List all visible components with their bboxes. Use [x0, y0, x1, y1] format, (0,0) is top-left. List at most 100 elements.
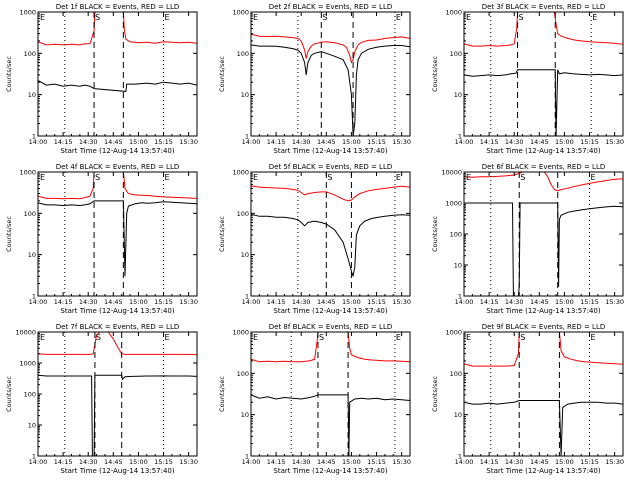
lld-series-line — [38, 172, 197, 200]
panel-title: Det 1f BLACK = Events, RED = LLD — [56, 3, 179, 11]
x-tick-label: 14:30 — [292, 458, 311, 466]
x-tick-label: 15:15 — [580, 138, 599, 146]
x-tick-label: 14:30 — [505, 138, 524, 146]
x-tick-label: 14:45 — [530, 138, 549, 146]
event-marker-label: E — [466, 173, 471, 182]
events-series-line — [38, 200, 197, 277]
plot-frame — [37, 331, 198, 457]
plot-frame — [250, 11, 411, 137]
x-tick-label: 15:30 — [179, 458, 198, 466]
x-tick-label: 15:30 — [392, 138, 411, 146]
x-axis-label: Start Time (12-Aug-14 13:57:40) — [60, 307, 174, 315]
lld-series-line — [38, 332, 197, 356]
y-tick-label: 10000 — [15, 329, 36, 337]
series-group — [464, 332, 623, 456]
y-tick-label: 1000 — [19, 169, 36, 177]
detector-chart-2: Det 2f BLACK = Events, RED = LLD 14:00 14:… — [218, 3, 411, 155]
x-tick-label: 14:15 — [480, 138, 499, 146]
plot-frame — [463, 11, 624, 137]
events-series-line — [251, 44, 410, 136]
detector-chart-3: Det 3f BLACK = Events, RED = LLD 14:00 14:… — [431, 3, 624, 155]
panel-title: Det 3f BLACK = Events, RED = LLD — [482, 3, 605, 11]
saa-marker-label: S — [327, 173, 332, 182]
saa-marker-label: S — [96, 333, 101, 342]
x-tick-label: 15:30 — [179, 298, 198, 306]
x-tick-label: 15:30 — [605, 298, 624, 306]
events-series-line — [464, 202, 623, 296]
x-tick-label: 15:30 — [605, 138, 624, 146]
plot-frame — [250, 171, 411, 297]
x-tick-label: 14:00 — [455, 138, 474, 146]
plot-frame — [37, 171, 198, 297]
x-tick-label: 14:15 — [54, 298, 73, 306]
x-tick-label: 14:15 — [267, 298, 286, 306]
x-tick-label: 15:15 — [154, 458, 173, 466]
detector-chart-1: Det 1f BLACK = Events, RED = LLD 14:00 14:… — [5, 3, 198, 155]
x-tick-label: 15:30 — [392, 458, 411, 466]
lld-series-line — [38, 12, 197, 46]
y-tick-label: 1 — [245, 293, 249, 301]
x-tick-label: 15:30 — [179, 138, 198, 146]
y-tick-label: 10 — [241, 251, 249, 259]
x-tick-label: 14:45 — [530, 458, 549, 466]
x-tick-label: 15:00 — [342, 138, 361, 146]
saa-marker-label: S — [520, 173, 525, 182]
y-axis-label: Counts/sec — [431, 56, 439, 92]
event-marker-label: E — [165, 173, 170, 182]
series-group — [464, 172, 623, 296]
series-group — [251, 332, 410, 456]
detector-chart-9: Det 9f BLACK = Events, RED = LLD 14:00 14:… — [431, 323, 624, 475]
event-marker-label: E — [165, 333, 170, 342]
lld-series-line — [464, 332, 623, 367]
event-marker-label: E — [396, 13, 401, 22]
y-tick-label: 1000 — [19, 9, 36, 17]
detector-chart-6: Det 6f BLACK = Events, RED = LLD 14:00 14:… — [431, 163, 624, 315]
y-tick-label: 100 — [24, 210, 36, 218]
detector-panel-9: Det 9f BLACK = Events, RED = LLD 14:00 14:… — [426, 320, 639, 480]
event-marker-label: E — [592, 13, 597, 22]
detector-panel-4: Det 4f BLACK = Events, RED = LLD 14:00 14:… — [0, 160, 213, 320]
y-tick-label: 1000 — [445, 9, 462, 17]
x-tick-label: 14:15 — [267, 138, 286, 146]
x-tick-label: 15:15 — [367, 458, 386, 466]
x-tick-label: 14:45 — [317, 458, 336, 466]
x-tick-label: 14:00 — [29, 458, 48, 466]
x-tick-label: 14:45 — [530, 298, 549, 306]
detector-chart-8: Det 8f BLACK = Events, RED = LLD 14:00 14:… — [218, 323, 411, 475]
x-tick-label: 14:45 — [104, 298, 123, 306]
series-group — [251, 185, 410, 277]
series-group — [251, 33, 410, 136]
y-axis-label: Counts/sec — [218, 376, 226, 412]
x-tick-label: 14:00 — [242, 138, 261, 146]
x-axis-label: Start Time (12-Aug-14 13:57:40) — [273, 467, 387, 475]
saa-marker-label: S — [322, 13, 327, 22]
y-tick-label: 1 — [245, 133, 249, 141]
detector-panel-3: Det 3f BLACK = Events, RED = LLD 14:00 14:… — [426, 0, 639, 160]
x-axis-label: Start Time (12-Aug-14 13:57:40) — [486, 147, 600, 155]
detector-panel-1: Det 1f BLACK = Events, RED = LLD 14:00 14:… — [0, 0, 213, 160]
y-tick-label: 1 — [32, 453, 36, 461]
x-tick-label: 15:00 — [342, 458, 361, 466]
event-marker-label: E — [253, 13, 258, 22]
x-tick-label: 14:45 — [317, 298, 336, 306]
y-axis-label: Counts/sec — [5, 376, 13, 412]
lld-series-line — [251, 33, 410, 64]
y-tick-label: 10 — [28, 422, 36, 430]
x-tick-label: 14:30 — [505, 298, 524, 306]
y-tick-label: 1 — [32, 133, 36, 141]
y-tick-label: 100 — [237, 50, 249, 58]
x-tick-label: 15:15 — [154, 138, 173, 146]
detector-chart-4: Det 4f BLACK = Events, RED = LLD 14:00 14:… — [5, 163, 198, 315]
event-marker-label: E — [40, 173, 45, 182]
x-tick-label: 14:45 — [104, 138, 123, 146]
x-axis-label: Start Time (12-Aug-14 13:57:40) — [273, 147, 387, 155]
events-series-line — [464, 69, 623, 136]
y-tick-label: 1 — [458, 293, 462, 301]
detector-chart-5: Det 5f BLACK = Events, RED = LLD 14:00 14:… — [218, 163, 411, 315]
y-tick-label: 10 — [241, 91, 249, 99]
y-tick-label: 1 — [458, 453, 462, 461]
x-tick-label: 14:30 — [79, 458, 98, 466]
events-series-line — [251, 213, 410, 277]
y-tick-label: 10 — [454, 411, 462, 419]
saa-marker-label: S — [319, 333, 324, 342]
